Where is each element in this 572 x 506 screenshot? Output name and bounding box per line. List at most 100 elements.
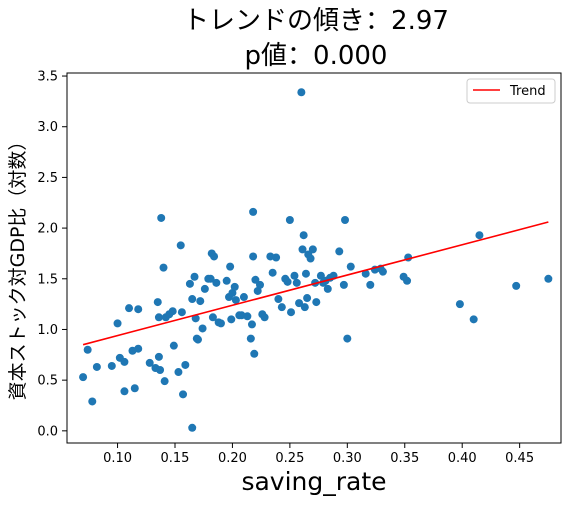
legend-box (466, 78, 556, 104)
y-tick-label: 0.5 (37, 374, 58, 389)
data-point (154, 313, 163, 322)
data-point (120, 357, 129, 366)
data-point (181, 360, 190, 369)
data-point (544, 274, 553, 283)
data-point (343, 334, 352, 343)
data-point (277, 303, 286, 312)
data-point (346, 262, 355, 271)
data-point (246, 334, 255, 343)
x-tick-label: 0.20 (218, 451, 247, 466)
data-point (312, 298, 321, 307)
data-point (298, 245, 307, 254)
data-point (216, 319, 225, 328)
data-point (153, 298, 162, 307)
x-axis-label: saving_rate (241, 467, 386, 496)
data-point (226, 262, 235, 271)
data-point (227, 315, 236, 324)
trend-line (82, 221, 549, 346)
data-point (366, 280, 375, 289)
data-point (130, 384, 139, 393)
x-tick-label: 0.30 (333, 451, 362, 466)
data-point (243, 312, 252, 321)
legend-label-trend: Trend (509, 84, 546, 99)
data-point (228, 288, 237, 297)
plot-frame (66, 72, 562, 444)
data-point (299, 231, 308, 240)
data-point (79, 373, 88, 382)
data-point (316, 271, 325, 280)
data-point (260, 313, 269, 322)
data-point (300, 303, 309, 312)
data-point (250, 349, 259, 358)
data-point (249, 207, 258, 216)
data-point (168, 307, 177, 316)
data-point (174, 368, 183, 377)
data-point (268, 268, 277, 277)
data-point (206, 274, 215, 283)
x-tick-label: 0.45 (505, 451, 534, 466)
y-tick-label: 3.0 (37, 120, 58, 135)
data-point (188, 423, 197, 432)
data-point (256, 280, 265, 289)
data-point (297, 88, 306, 97)
data-point (120, 387, 129, 396)
data-point (378, 267, 387, 276)
x-axis-ticks: 0.10 0.15 0.20 0.25 0.30 0.35 0.40 0.45 (103, 443, 534, 466)
y-tick-label: 3.5 (37, 70, 58, 85)
data-point (455, 300, 464, 309)
data-point (512, 281, 521, 290)
data-point (403, 276, 412, 285)
data-point (301, 269, 310, 278)
data-point (323, 284, 332, 293)
data-point (92, 362, 101, 371)
data-point (283, 277, 292, 286)
data-points (79, 88, 553, 432)
data-point (285, 215, 294, 224)
data-point (361, 269, 370, 278)
data-point (193, 335, 202, 344)
x-tick-label: 0.25 (275, 451, 304, 466)
data-point (339, 280, 348, 289)
data-point (188, 295, 197, 304)
data-point (159, 263, 168, 272)
data-point (253, 286, 262, 295)
data-point (239, 293, 248, 302)
data-point (196, 297, 205, 306)
data-point (107, 361, 116, 370)
data-point (177, 308, 186, 317)
data-point (475, 231, 484, 240)
data-point (156, 366, 165, 375)
data-point (169, 341, 178, 350)
data-point (185, 279, 194, 288)
data-point (303, 294, 312, 303)
y-tick-label: 1.5 (37, 272, 58, 287)
y-axis-ticks: 0.0 0.5 1.0 1.5 2.0 2.5 3.0 3.5 (37, 70, 67, 439)
data-point (88, 397, 97, 406)
data-point (125, 304, 134, 313)
data-point (198, 324, 207, 333)
data-point (154, 352, 163, 361)
data-point (274, 295, 283, 304)
legend: Trend (466, 78, 556, 104)
y-tick-label: 0.0 (37, 424, 58, 439)
data-point (251, 275, 260, 284)
data-point (157, 213, 166, 222)
data-point (134, 305, 143, 314)
y-tick-label: 1.0 (37, 323, 58, 338)
data-point (190, 272, 199, 281)
x-tick-label: 0.15 (161, 451, 190, 466)
data-point (335, 247, 344, 256)
data-point (295, 299, 304, 308)
data-point (222, 276, 231, 285)
data-point (210, 252, 219, 261)
y-tick-label: 2.0 (37, 222, 58, 237)
data-point (249, 252, 258, 261)
data-point (145, 358, 154, 367)
data-point (247, 320, 256, 329)
data-point (208, 313, 217, 322)
x-tick-label: 0.10 (103, 451, 132, 466)
data-point (287, 308, 296, 317)
data-point (83, 345, 92, 354)
data-point (212, 278, 221, 287)
